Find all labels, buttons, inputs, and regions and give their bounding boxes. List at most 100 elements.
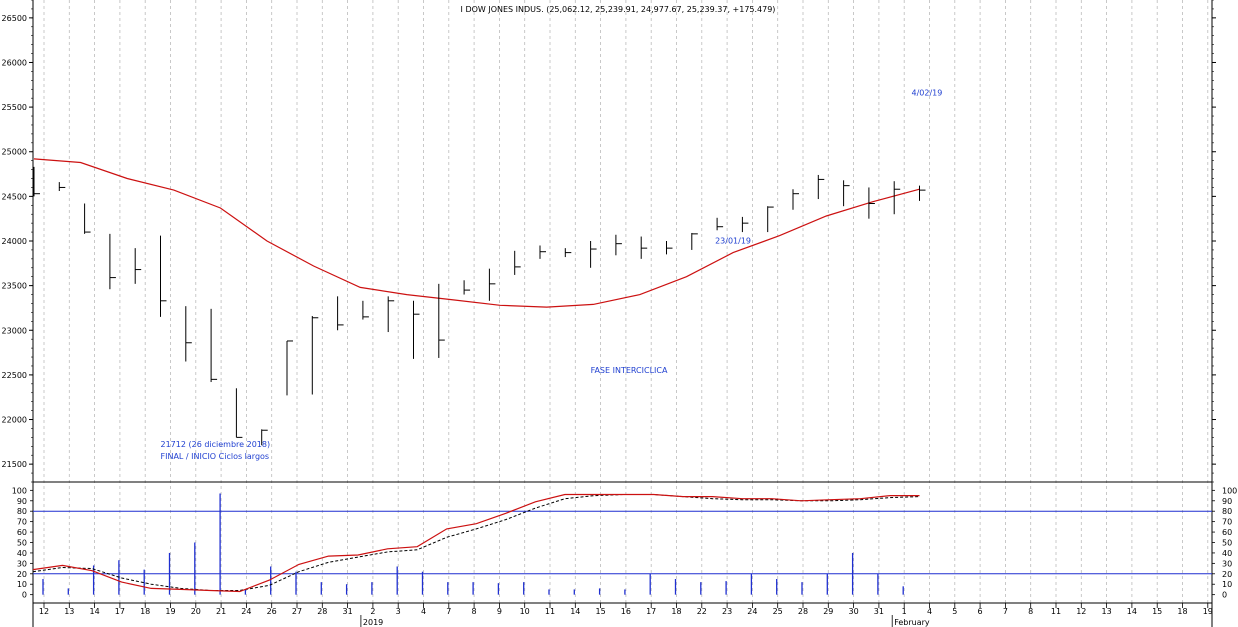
osc-tick-label: 40 — [17, 549, 27, 558]
x-tick-label: 26 — [267, 607, 277, 616]
x-tick-label: 7 — [1003, 607, 1008, 616]
y-tick-label: 24500 — [2, 192, 27, 201]
y-tick-label: 25000 — [2, 148, 27, 157]
y-tick-label: 26500 — [2, 14, 27, 23]
x-tick-label: 31 — [874, 607, 884, 616]
price-bars — [33, 166, 926, 446]
y-tick-label: 26000 — [2, 58, 27, 67]
osc-tick-label: 70 — [1222, 518, 1232, 527]
annotations: 4/02/19 23/01/19 FASE INTERCICLICA 21712 (2… — [161, 89, 943, 461]
x-tick-label: 28 — [317, 607, 327, 616]
x-tick-label: 18 — [1177, 607, 1187, 616]
osc-tick-label: 90 — [17, 497, 27, 506]
x-tick-label: 27 — [292, 607, 302, 616]
x-tick-label: 8 — [472, 607, 477, 616]
x-tick-label: 18 — [671, 607, 681, 616]
osc-tick-label: 100 — [1222, 486, 1237, 495]
x-tick-label: 30 — [849, 607, 859, 616]
x-tick-label: 3 — [396, 607, 401, 616]
x-tick-label: 12 — [39, 607, 49, 616]
y-tick-label: 23000 — [2, 326, 27, 335]
annotation-text: 23/01/19 — [715, 237, 751, 246]
annotation-text: 4/02/19 — [912, 89, 943, 98]
x-tick-label: 15 — [1152, 607, 1162, 616]
chart-title: I DOW JONES INDUS. (25,062.12, 25,239.91… — [461, 5, 776, 14]
annotation-text: FINAL / INICIO Ciclos largos — [161, 452, 270, 461]
y-tick-label: 22000 — [2, 416, 27, 425]
osc-fast-line — [32, 493, 920, 593]
annotation-text: 21712 (26 diciembre 2018) — [161, 440, 271, 449]
osc-tick-label: 10 — [17, 580, 27, 589]
osc-tick-label: 20 — [1222, 570, 1232, 579]
x-tick-label: 2 — [370, 607, 375, 616]
x-tick-label: 18 — [140, 607, 150, 616]
x-tick-label: 22 — [697, 607, 707, 616]
osc-tick-label: 70 — [17, 518, 27, 527]
x-tick-label: 25 — [773, 607, 783, 616]
osc-tick-label: 90 — [1222, 497, 1232, 506]
x-tick-label: 21 — [216, 607, 226, 616]
osc-tick-label: 20 — [17, 570, 27, 579]
osc-tick-label: 30 — [17, 559, 27, 568]
x-tick-label: 24 — [747, 607, 757, 616]
x-tick-label: 14 — [90, 607, 100, 616]
osc-slow-line — [32, 494, 920, 591]
osc-tick-label: 80 — [1222, 507, 1232, 516]
x-tick-label: 17 — [115, 607, 125, 616]
x-tick-label: 13 — [64, 607, 74, 616]
date-axis: 12 13 14 17 18 19 20 21 24 26 27 28 31 2 3 4 7 8 9 10 11 14 15… — [39, 603, 1213, 627]
osc-tick-label: 0 — [22, 591, 27, 600]
y-tick-label: 22500 — [2, 371, 27, 380]
osc-tick-label: 60 — [1222, 528, 1232, 537]
x-tick-label: 1 — [902, 607, 907, 616]
x-tick-label: 19 — [1203, 607, 1213, 616]
x-tick-label: 8 — [1028, 607, 1033, 616]
osc-tick-label: 50 — [1222, 539, 1232, 548]
osc-tick-label: 80 — [17, 507, 27, 516]
chart-frames — [32, 0, 1213, 627]
x-tick-label: 14 — [570, 607, 580, 616]
x-tick-label: 5 — [952, 607, 957, 616]
y-tick-label: 25500 — [2, 103, 27, 112]
osc-tick-label: 10 — [1222, 580, 1232, 589]
osc-tick-label: 30 — [1222, 559, 1232, 568]
x-tick-label: 23 — [722, 607, 732, 616]
price-axes: 2150021500220002200022500225002300023000… — [2, 0, 1216, 483]
moving-average-line — [33, 158, 920, 308]
x-tick-label: 11 — [545, 607, 555, 616]
osc-tick-label: 100 — [12, 486, 27, 495]
period-label: February — [894, 618, 930, 627]
x-tick-label: 9 — [497, 607, 502, 616]
x-tick-label: 7 — [446, 607, 451, 616]
x-tick-label: 14 — [1127, 607, 1137, 616]
x-tick-label: 12 — [1076, 607, 1086, 616]
annotation-text: FASE INTERCICLICA — [591, 366, 668, 375]
x-tick-label: 28 — [798, 607, 808, 616]
x-tick-label: 11 — [1051, 607, 1061, 616]
x-tick-label: 6 — [978, 607, 983, 616]
period-label: 2019 — [363, 618, 383, 627]
y-tick-label: 23500 — [2, 282, 27, 291]
x-tick-label: 29 — [823, 607, 833, 616]
moving-average-series — [33, 158, 920, 308]
grid-lines — [43, 0, 1209, 603]
x-tick-label: 15 — [596, 607, 606, 616]
y-tick-label: 21500 — [2, 460, 27, 469]
y-tick-label: 24000 — [2, 237, 27, 246]
x-tick-label: 17 — [646, 607, 656, 616]
x-tick-label: 31 — [343, 607, 353, 616]
x-tick-label: 24 — [241, 607, 251, 616]
osc-tick-label: 0 — [1222, 591, 1227, 600]
osc-tick-label: 40 — [1222, 549, 1232, 558]
osc-tick-label: 60 — [17, 528, 27, 537]
x-tick-label: 10 — [520, 607, 530, 616]
osc-tick-label: 50 — [17, 539, 27, 548]
x-tick-label: 4 — [927, 607, 932, 616]
x-tick-label: 19 — [165, 607, 175, 616]
x-tick-label: 16 — [621, 607, 631, 616]
x-tick-label: 4 — [421, 607, 426, 616]
x-tick-label: 13 — [1102, 607, 1112, 616]
x-tick-label: 20 — [191, 607, 201, 616]
